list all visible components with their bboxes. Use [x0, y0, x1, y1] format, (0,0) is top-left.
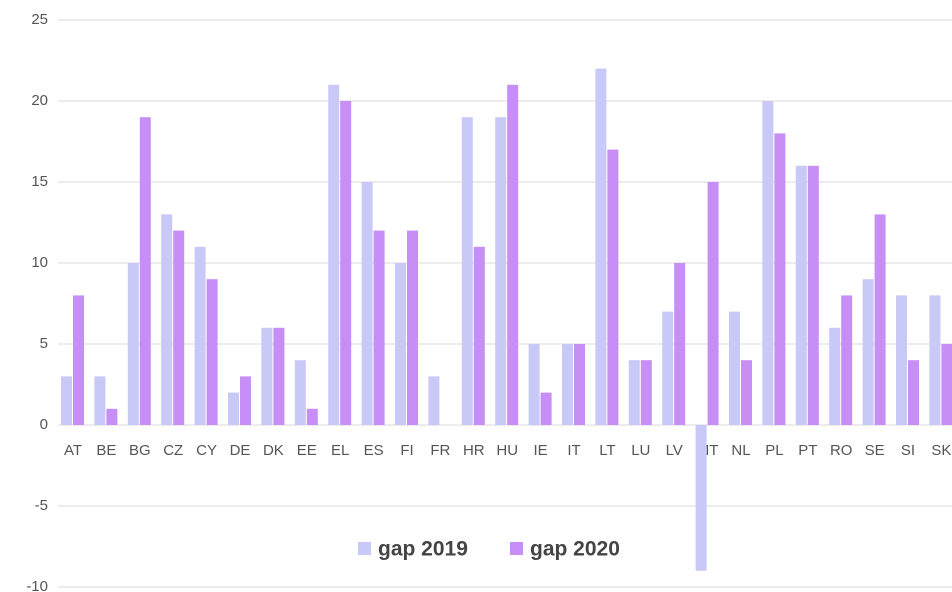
bar [741, 360, 752, 425]
bar [841, 295, 853, 425]
x-tick-label: BG [129, 442, 151, 459]
bar [674, 263, 686, 425]
bar [106, 408, 118, 425]
bar [373, 230, 385, 425]
bar [540, 392, 552, 425]
bar [139, 117, 151, 425]
y-tick-label: 20 [31, 92, 48, 109]
x-tick-label: FI [400, 442, 413, 459]
bar [161, 214, 173, 425]
x-tick-label: PT [798, 442, 817, 459]
bar [407, 230, 418, 425]
x-tick-label: CZ [163, 442, 183, 459]
bar [395, 263, 406, 425]
x-tick-label: EE [297, 442, 317, 459]
bar [73, 295, 84, 425]
bar [874, 214, 886, 425]
x-tick-label: LU [631, 442, 650, 459]
bar [774, 133, 786, 425]
y-tick-label: 5 [40, 335, 48, 352]
bar [595, 68, 607, 425]
x-tick-label: EL [331, 442, 349, 459]
bar [574, 344, 585, 425]
x-tick-label: DE [230, 442, 251, 459]
y-tick-label: 10 [31, 254, 48, 271]
bar [240, 376, 251, 425]
bar [941, 344, 952, 425]
y-tick-label: -5 [35, 497, 48, 514]
y-tick-label: -10 [26, 578, 48, 592]
bar [461, 117, 473, 425]
x-tick-label: HU [496, 442, 518, 459]
x-tick-label: ES [364, 442, 384, 459]
bar [261, 327, 273, 425]
x-tick-label: IT [567, 442, 580, 459]
legend-label: gap 2019 [378, 538, 468, 561]
bar [896, 295, 907, 425]
legend-swatch [358, 542, 371, 555]
bar [929, 295, 941, 425]
bar [607, 149, 619, 425]
bar [306, 408, 318, 425]
bar [762, 101, 774, 425]
x-tick-label: LV [666, 442, 683, 459]
x-tick-label: NL [731, 442, 750, 459]
x-tick-label: LT [599, 442, 615, 459]
bar [127, 263, 139, 425]
bar [829, 327, 841, 425]
x-tick-label: RO [830, 442, 853, 459]
bar [194, 246, 206, 425]
bar [908, 360, 919, 425]
x-tick-label: PL [765, 442, 783, 459]
bar [61, 376, 72, 425]
bar [695, 425, 707, 571]
x-tick-label: IE [534, 442, 548, 459]
bar [729, 311, 740, 425]
x-tick-label: SK [931, 442, 951, 459]
x-tick-label: CY [196, 442, 217, 459]
bar [228, 392, 239, 425]
legend-label: gap 2020 [530, 538, 620, 561]
bar [707, 182, 719, 425]
x-tick-label: HR [463, 442, 485, 459]
legend-swatch [510, 542, 523, 555]
bar [361, 182, 373, 425]
bar [795, 165, 807, 426]
bar [294, 360, 306, 425]
bar [273, 327, 285, 425]
bar [340, 101, 352, 425]
x-tick-label: DK [263, 442, 284, 459]
bar [562, 344, 573, 425]
x-tick-label: SE [865, 442, 885, 459]
x-tick-label: FR [430, 442, 450, 459]
bar [640, 360, 652, 425]
bar [495, 117, 507, 425]
bar [862, 279, 874, 425]
y-tick-label: 15 [31, 173, 48, 190]
bar [507, 84, 519, 426]
bar [528, 344, 540, 425]
bar [662, 311, 674, 425]
bar [328, 84, 340, 426]
bar [173, 230, 185, 425]
bar [206, 279, 218, 425]
y-tick-label: 25 [31, 11, 48, 28]
bar [807, 165, 819, 426]
x-tick-label: AT [64, 442, 82, 459]
bar [94, 376, 106, 425]
bar [428, 376, 440, 425]
x-tick-label: BE [96, 442, 116, 459]
x-tick-label: SI [901, 442, 915, 459]
y-tick-label: 0 [40, 416, 48, 433]
bar [473, 246, 485, 425]
bar [628, 360, 640, 425]
